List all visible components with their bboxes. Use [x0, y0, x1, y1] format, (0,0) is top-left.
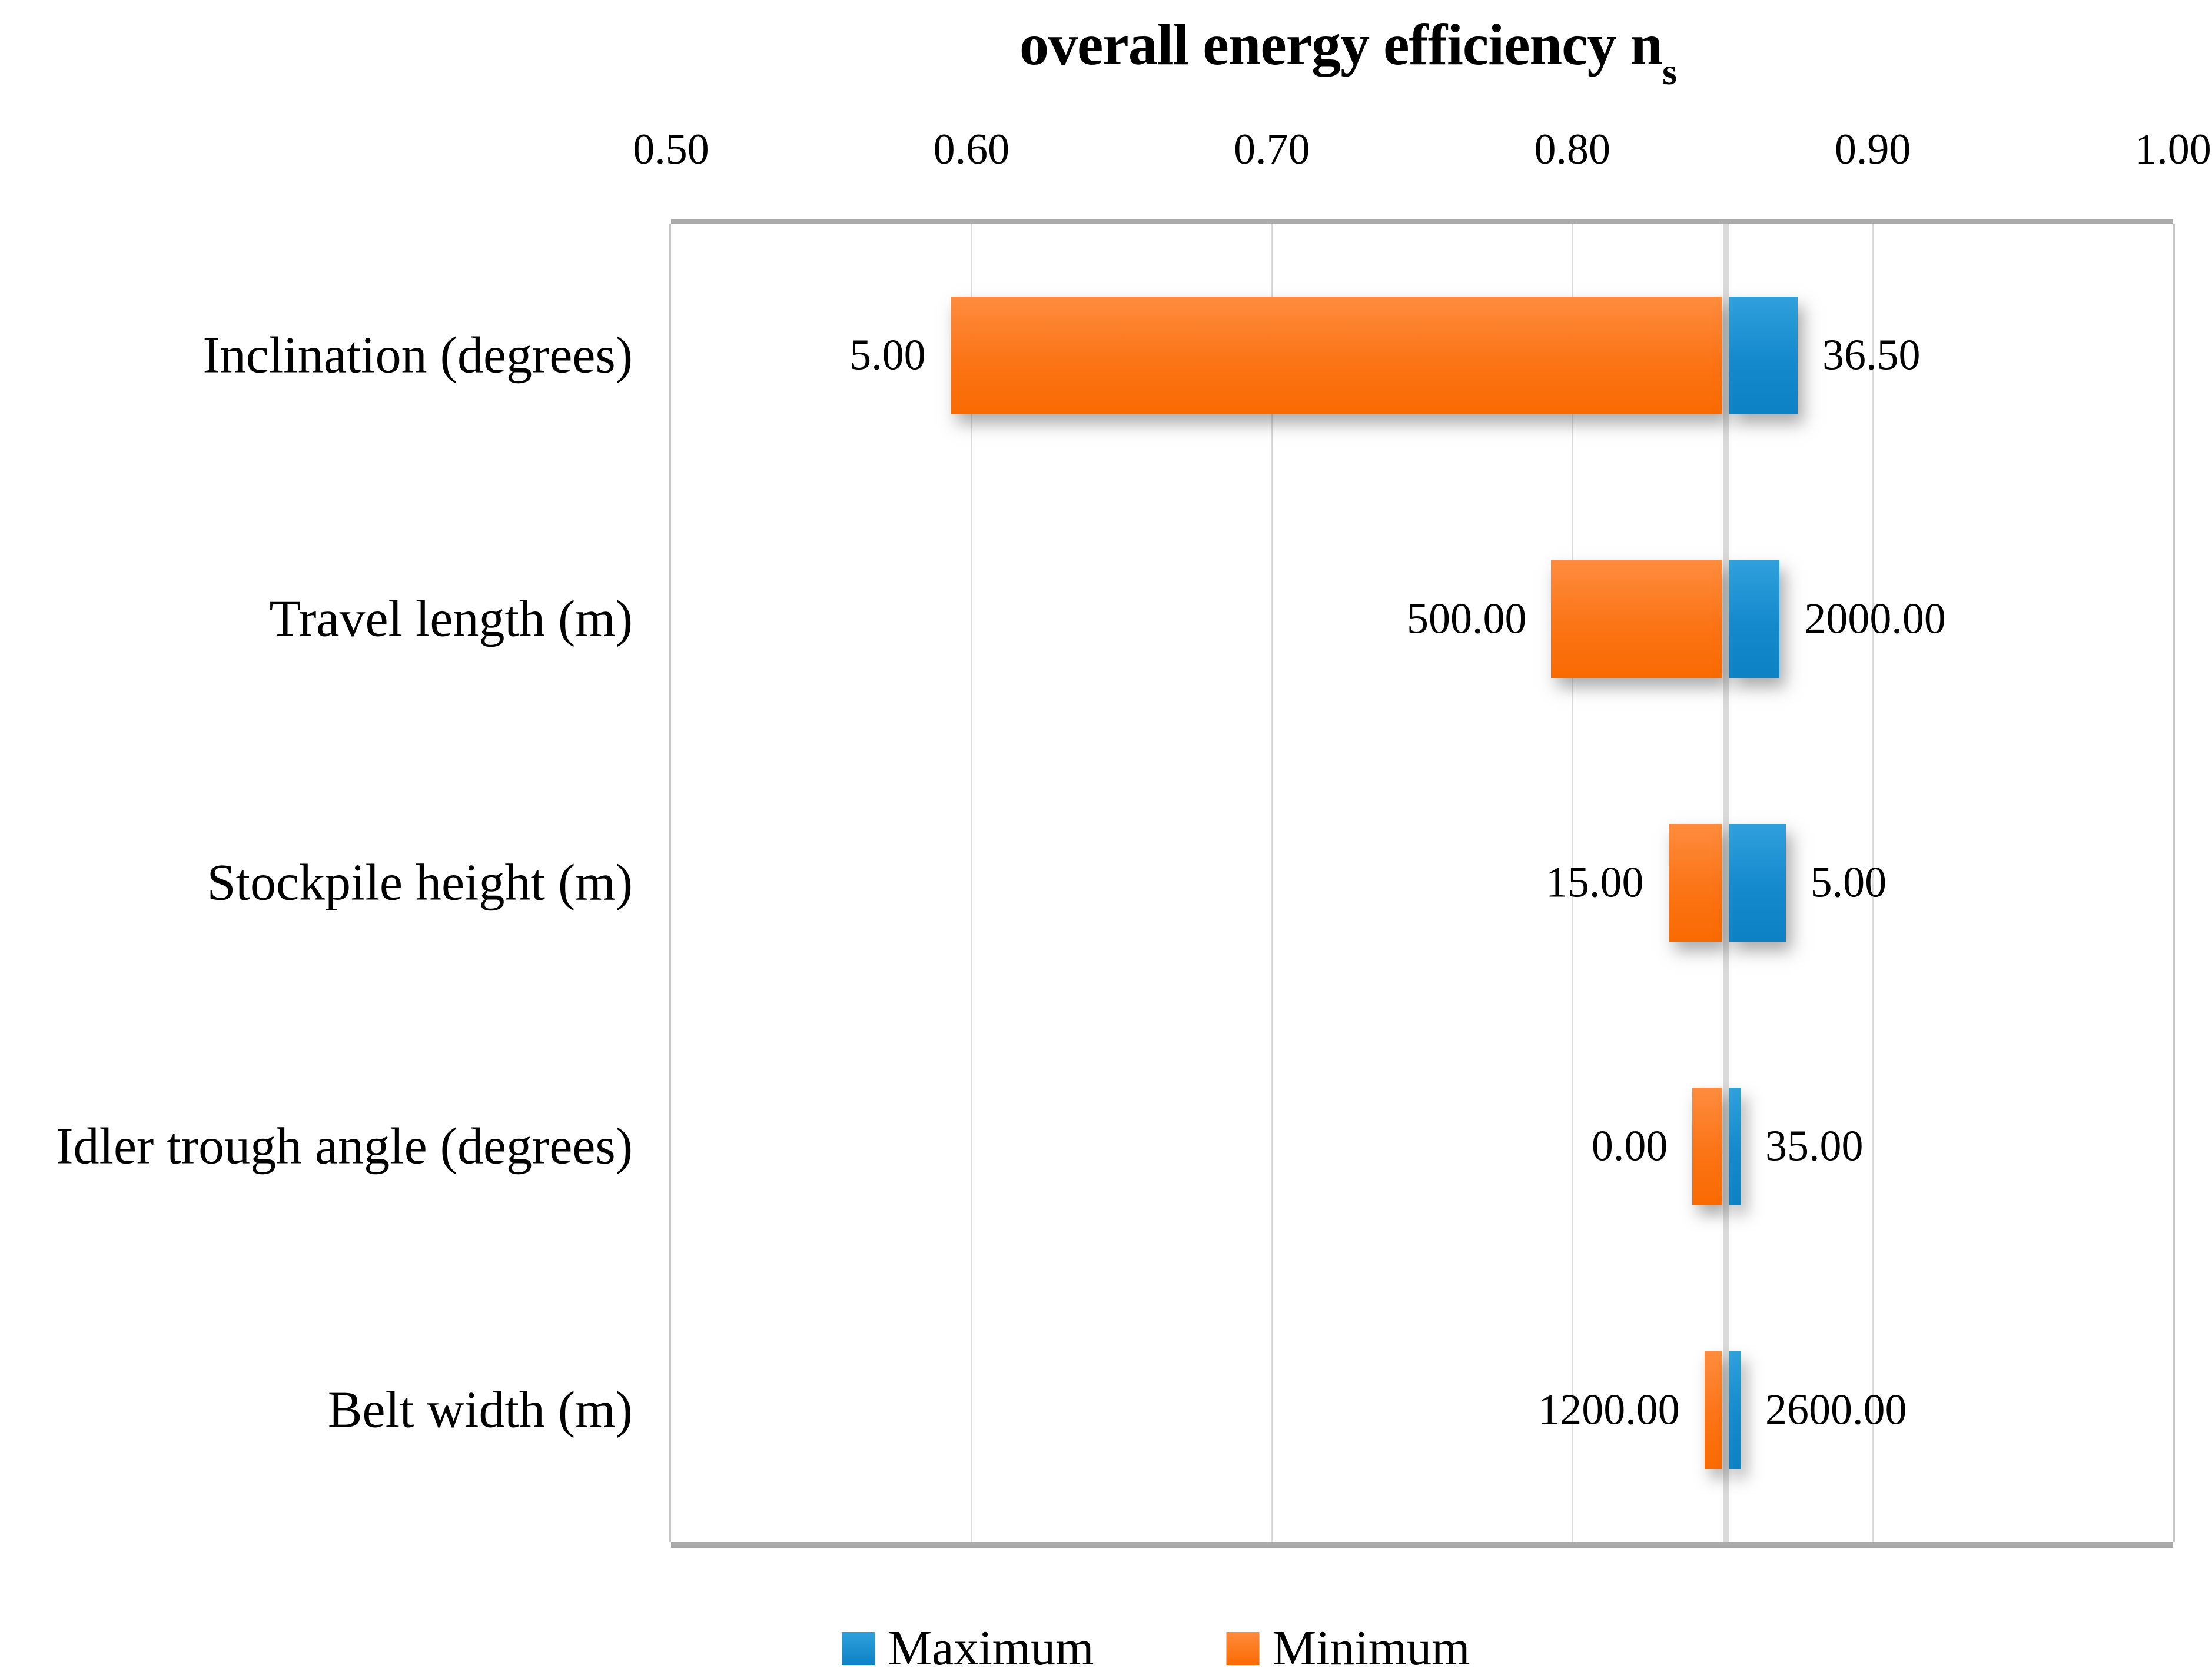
legend-label: Minimum [1272, 1621, 1470, 1675]
x-axis-tick-label: 0.70 [1234, 125, 1310, 174]
legend-item-minimum: Minimum [1226, 1620, 1470, 1675]
bar-maximum [1729, 1088, 1741, 1205]
bar-minimum [950, 297, 1722, 414]
data-label-minimum: 500.00 [1406, 594, 1527, 643]
category-label: Stockpile height (m) [207, 854, 633, 912]
x-axis-tick-label: 0.60 [933, 125, 1010, 174]
baseline-gridline [1722, 224, 1729, 1542]
category-label: Inclination (degrees) [202, 327, 633, 384]
category-label: Travel length (m) [269, 590, 633, 648]
data-label-minimum: 5.00 [849, 331, 926, 380]
category-label: Belt width (m) [327, 1381, 633, 1439]
data-label-maximum: 2000.00 [1804, 594, 1946, 643]
chart-title-main: overall energy efficiency n [1019, 12, 1663, 77]
data-label-minimum: 0.00 [1591, 1122, 1668, 1171]
plot-border-bottom [671, 1542, 2173, 1548]
bar-maximum [1729, 560, 1780, 678]
bar-maximum [1729, 297, 1798, 414]
plot-border-left [669, 224, 671, 1542]
legend-item-maximum: Maximum [842, 1620, 1094, 1675]
data-label-maximum: 36.50 [1822, 331, 1921, 380]
chart-title: overall energy efficiency ns [1019, 11, 1677, 91]
x-axis-tick-label: 0.80 [1534, 125, 1610, 174]
legend-label: Maximum [888, 1621, 1094, 1675]
data-label-maximum: 5.00 [1810, 858, 1887, 907]
bar-minimum [1668, 824, 1722, 942]
maximum-swatch-icon [842, 1631, 875, 1665]
category-label: Idler trough angle (degrees) [56, 1118, 633, 1175]
data-label-minimum: 1200.00 [1538, 1385, 1680, 1434]
gridline [1872, 224, 1874, 1542]
x-axis-tick-label: 0.50 [633, 125, 709, 174]
minimum-swatch-icon [1226, 1631, 1260, 1665]
x-axis-tick-label: 1.00 [2135, 125, 2211, 174]
plot-border-top [671, 219, 2173, 224]
data-label-maximum: 2600.00 [1765, 1385, 1907, 1434]
legend: Maximum Minimum [842, 1620, 1470, 1675]
gridline [1571, 224, 1573, 1542]
bar-maximum [1729, 824, 1786, 942]
bar-maximum [1729, 1351, 1741, 1469]
bar-minimum [1551, 560, 1722, 678]
gridline [970, 224, 972, 1542]
bar-minimum [1692, 1088, 1722, 1205]
data-label-maximum: 35.00 [1765, 1122, 1864, 1171]
data-label-minimum: 15.00 [1546, 858, 1644, 907]
x-axis-tick-label: 0.90 [1834, 125, 1911, 174]
gridline [1271, 224, 1273, 1542]
chart-title-subscript: s [1662, 51, 1677, 92]
bar-minimum [1704, 1351, 1722, 1469]
plot-border-right [2173, 224, 2175, 1542]
